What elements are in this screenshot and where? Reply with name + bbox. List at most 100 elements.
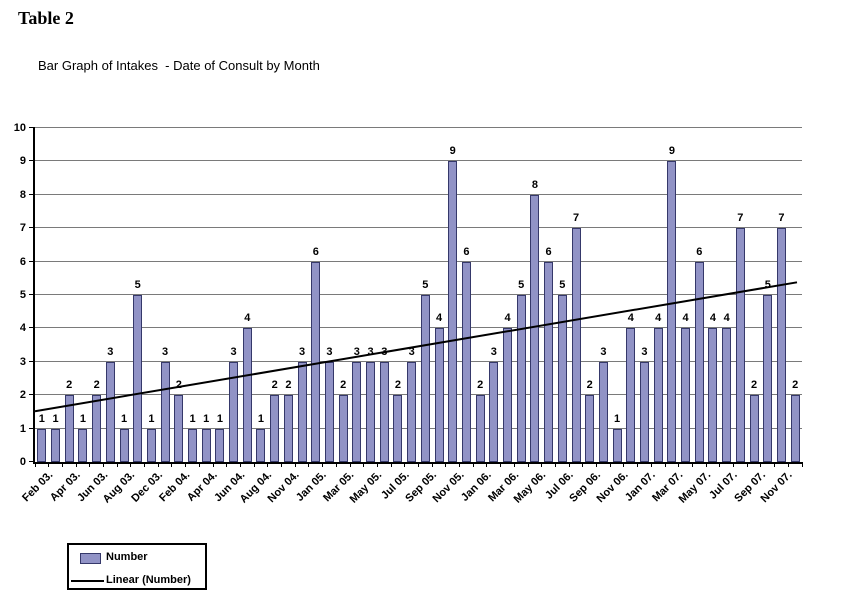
x-axis-tick <box>719 462 721 467</box>
x-axis-tick <box>48 462 50 467</box>
legend-bar-swatch <box>80 553 101 564</box>
x-axis-tick <box>568 462 570 467</box>
bar <box>475 395 485 462</box>
bar-value-label: 2 <box>394 379 402 392</box>
page-title: Table 2 <box>18 8 74 28</box>
bar <box>174 395 184 462</box>
bar <box>749 395 759 462</box>
x-axis-tick <box>801 462 803 467</box>
x-axis-tick <box>431 462 433 467</box>
bar-value-label: 2 <box>66 379 73 392</box>
x-axis-tick <box>89 462 91 467</box>
bar <box>188 428 197 462</box>
bar-value-label: 3 <box>326 345 333 358</box>
y-axis-tick <box>29 227 35 229</box>
y-axis-label: 6 <box>19 255 26 268</box>
bar-value-label: 4 <box>655 312 662 325</box>
x-axis-tick <box>664 462 666 467</box>
bar <box>379 361 389 462</box>
y-axis-label: 3 <box>19 355 26 368</box>
x-axis-tick <box>596 462 598 467</box>
bar <box>51 428 61 462</box>
x-axis-tick <box>418 462 419 467</box>
y-axis-tick <box>29 394 35 396</box>
bar <box>393 395 403 462</box>
bar <box>133 295 143 462</box>
x-axis-tick <box>459 462 461 467</box>
y-axis-tick <box>29 160 35 162</box>
bar-value-label: 4 <box>244 312 251 325</box>
bar-value-label: 1 <box>52 412 59 425</box>
chart-title: Bar Graph of Intakes - Date of Consult b… <box>38 58 320 73</box>
bar-value-label: 3 <box>367 345 374 358</box>
bar-value-label: 2 <box>751 379 758 392</box>
bar-value-label: 3 <box>408 345 415 358</box>
y-axis-label: 5 <box>19 289 26 301</box>
bar <box>146 428 156 462</box>
bar-value-label: 5 <box>134 279 141 291</box>
bar <box>311 261 321 462</box>
y-axis-label: 9 <box>19 155 26 168</box>
bar <box>242 328 252 462</box>
x-axis-tick <box>787 462 789 467</box>
bar-value-label: 1 <box>148 412 155 425</box>
x-axis-tick <box>239 462 241 467</box>
x-axis-tick <box>75 462 77 467</box>
x-axis-tick <box>527 462 529 467</box>
bar <box>763 295 773 462</box>
bar <box>626 328 636 462</box>
gridline <box>35 294 802 295</box>
bar <box>790 395 800 462</box>
bar-value-label: 3 <box>230 345 237 358</box>
x-axis-tick <box>733 462 735 467</box>
x-axis-tick <box>144 462 146 467</box>
bar <box>256 428 266 462</box>
legend-item-number: Number <box>106 551 148 563</box>
bar <box>434 328 444 462</box>
bar-value-label: 5 <box>764 279 771 291</box>
x-axis-tick <box>445 462 447 467</box>
bar-value-label: 2 <box>340 379 347 392</box>
bar <box>283 395 293 462</box>
x-axis-tick <box>760 462 762 467</box>
bar-value-label: 1 <box>38 412 45 425</box>
bar-value-label: 2 <box>175 379 182 392</box>
x-axis-tick <box>294 462 296 467</box>
x-axis-tick <box>267 462 269 467</box>
bar-value-label: 1 <box>203 412 210 425</box>
bar-value-label: 2 <box>271 379 278 392</box>
bar <box>722 328 732 462</box>
y-axis-label: 2 <box>19 389 26 402</box>
x-axis-tick <box>774 462 776 467</box>
bar-value-label: 4 <box>504 312 511 325</box>
bar <box>489 361 499 462</box>
bar-value-label: 1 <box>189 412 196 425</box>
x-axis-label: Feb 03. <box>20 469 56 505</box>
bar-value-label: 5 <box>518 279 525 291</box>
trend-line <box>34 281 798 413</box>
bar-value-label: 5 <box>422 279 429 291</box>
bar <box>420 295 430 462</box>
y-axis-label: 10 <box>13 122 26 134</box>
y-axis-tick <box>29 427 35 429</box>
bar-value-label: 9 <box>449 145 456 158</box>
x-axis-tick <box>582 462 584 467</box>
x-axis-tick <box>746 462 748 467</box>
bar <box>407 361 417 462</box>
x-axis-tick <box>404 462 406 467</box>
bar-value-label: 7 <box>572 212 580 225</box>
gridline <box>35 360 802 362</box>
bar <box>338 395 348 462</box>
bar-value-label: 3 <box>490 345 497 358</box>
x-axis-tick <box>198 462 200 467</box>
y-axis-tick <box>29 193 35 195</box>
gridline <box>35 160 802 162</box>
x-axis-tick <box>185 462 187 467</box>
bar-value-label: 5 <box>559 279 566 291</box>
bar-value-label: 7 <box>737 212 744 225</box>
x-axis-tick <box>650 462 652 467</box>
bar-value-label: 6 <box>545 245 552 258</box>
bar-value-label: 7 <box>778 212 785 225</box>
bar <box>653 328 663 462</box>
